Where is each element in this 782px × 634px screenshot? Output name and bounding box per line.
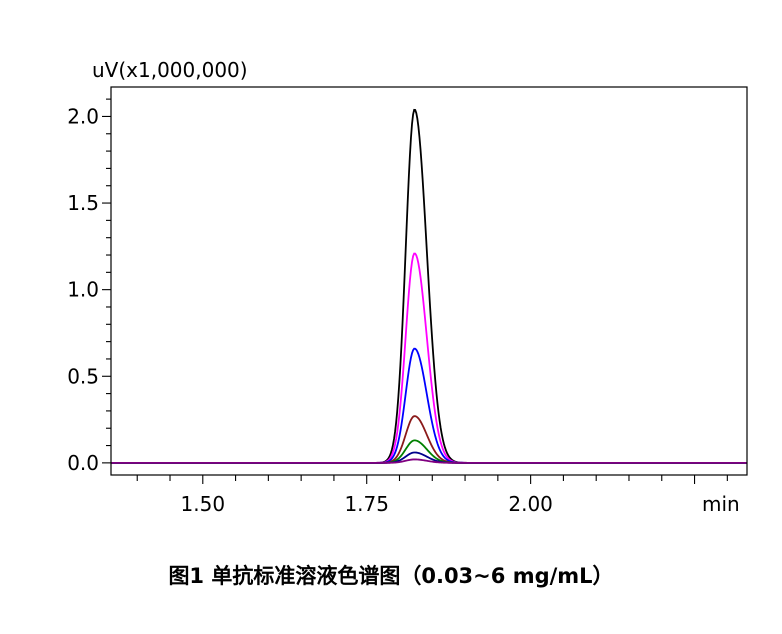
y-tick-label: 0.0 [67,451,99,475]
y-tick-label: 1.0 [67,278,99,302]
series-line-5 [111,439,747,464]
series-line-7 [111,458,747,464]
y-axis-unit-label: uV(x1,000,000) [92,58,248,82]
y-tick-label: 1.5 [67,191,99,215]
x-axis-ticks: 1.50 1.75 2.00 [136,475,728,516]
figure-caption: 图1 单抗标准溶液色谱图（0.03~6 mg/mL） [168,564,614,588]
x-tick-label: 1.75 [344,492,389,516]
x-tick-label: 2.00 [508,492,553,516]
series-line-4 [111,415,747,464]
x-tick-label: 1.50 [181,492,226,516]
y-tick-label: 0.5 [67,364,99,388]
series-lines [111,108,747,464]
x-axis-unit-label: min [702,492,740,516]
plot-frame [110,86,748,476]
y-tick-label: 2.0 [67,104,99,128]
y-axis-ticks: 0.0 0.5 1.0 1.5 2.0 [67,98,111,475]
